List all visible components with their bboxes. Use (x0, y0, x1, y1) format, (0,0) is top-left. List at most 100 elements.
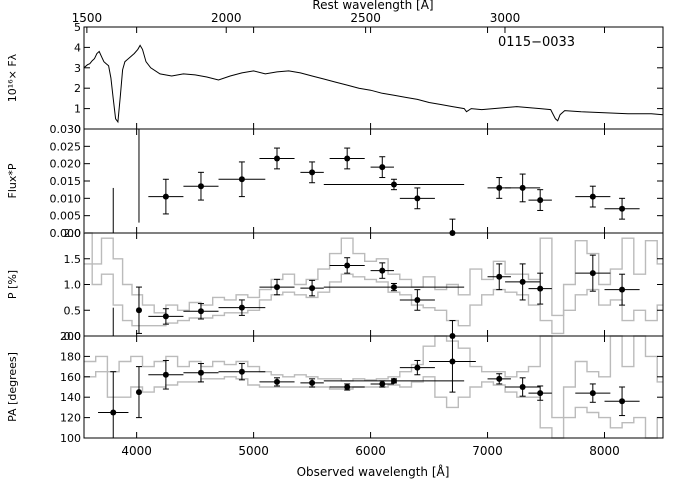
data-point (259, 377, 295, 387)
data-point (575, 383, 611, 403)
data-point (399, 187, 435, 210)
data-point (505, 377, 541, 397)
data-point (329, 147, 365, 170)
panel-frame (83, 128, 664, 234)
point-marker (309, 285, 316, 292)
point-marker (414, 364, 421, 371)
panel-pa: 100 120 140 160 180 200 PA [degrees] (6, 330, 664, 445)
point-marker (619, 286, 626, 293)
y-tick-label: 4 (74, 41, 81, 54)
point-marker (390, 181, 397, 188)
data-point (575, 254, 611, 292)
point-marker (197, 183, 204, 190)
point-marker (238, 176, 245, 183)
point-marker (309, 379, 316, 386)
data-point (323, 282, 465, 292)
y-tick-label: 200 (60, 330, 81, 343)
point-marker (135, 389, 142, 396)
point-marker (344, 384, 351, 390)
point-marker (390, 284, 397, 291)
point-marker (619, 205, 626, 212)
panel-frame (83, 335, 664, 439)
data-point (604, 386, 640, 417)
y-axis-title: Flux*P (6, 163, 19, 198)
x2-tick-label: 2000 (211, 11, 242, 25)
y-tick-label: 140 (60, 391, 81, 404)
point-marker (110, 409, 117, 416)
y-tick-label: 0.5 (64, 304, 82, 317)
point-marker (274, 284, 280, 291)
y-tick-label: 0.010 (50, 192, 82, 205)
point-marker (309, 169, 316, 176)
point-marker (274, 155, 280, 162)
data-point (218, 363, 266, 381)
point-marker (519, 184, 526, 191)
point-marker (589, 270, 596, 277)
grey-lower-envelope (84, 263, 663, 335)
data-point (604, 273, 640, 306)
y-tick-label: 0.005 (50, 210, 82, 223)
data-point (300, 161, 324, 184)
data-point (183, 303, 219, 320)
y-tick-label: 180 (60, 350, 81, 363)
panel-frame (83, 232, 664, 337)
panel-frame (83, 26, 664, 130)
y-tick-label: 0.000 (50, 227, 82, 240)
x2-tick-label: 3000 (490, 11, 521, 25)
point-marker (238, 304, 245, 311)
data-point (218, 299, 266, 316)
data-point (370, 380, 394, 388)
data-point (505, 173, 541, 203)
y-tick-label: 100 (60, 432, 81, 445)
data-point (148, 308, 184, 325)
point-marker (344, 262, 351, 269)
data-point (528, 189, 552, 211)
data-point (399, 359, 435, 376)
data-point (575, 185, 611, 208)
point-marker (197, 369, 204, 376)
data-point (135, 366, 142, 419)
point-marker (390, 377, 397, 384)
y-axis-title: 10¹⁶× Fλ (6, 53, 19, 102)
data-point (218, 161, 266, 198)
x-tick-label: 5000 (238, 444, 269, 458)
x-axis-title: Observed wavelength [Å] (297, 464, 450, 479)
point-marker (414, 195, 421, 202)
object-label: 0115−0033 (498, 35, 575, 50)
y-tick-label: 5 (74, 21, 81, 34)
data-point (505, 263, 541, 301)
data-point (528, 272, 552, 305)
data-point (399, 289, 435, 311)
point-marker (135, 307, 142, 314)
y-axis-title: PA [degrees] (6, 352, 19, 422)
point-marker (519, 278, 526, 285)
y-tick-label: 0.030 (50, 123, 82, 136)
point-marker (537, 390, 544, 397)
data-point (300, 279, 324, 297)
point-marker (162, 193, 169, 200)
data-point (98, 371, 129, 439)
point-marker (537, 285, 544, 292)
y-tick-label: 1.5 (64, 253, 82, 266)
point-marker (519, 384, 526, 390)
point-marker (449, 358, 456, 365)
x2-axis-title: Rest wavelength [Å] (312, 0, 433, 12)
y-tick-label: 1 (74, 103, 81, 116)
panel-fluxp: 0.000 0.005 0.010 0.015 0.020 0.025 0.030 Flux*… (6, 123, 664, 240)
data-point (604, 197, 640, 220)
point-marker (414, 296, 421, 303)
point-marker (496, 273, 503, 280)
y-tick-label: 2.0 (64, 227, 82, 240)
y-tick-label: 3 (74, 62, 81, 75)
flux-spectrum-line (83, 44, 664, 124)
data-point (528, 385, 552, 401)
y-tick-label: 1.0 (64, 279, 82, 292)
y-tick-label: 160 (60, 371, 81, 384)
y-tick-label: 0.025 (50, 140, 82, 153)
point-marker (344, 155, 351, 162)
data-point (148, 178, 184, 215)
grey-upper-envelope (84, 232, 663, 317)
point-marker (496, 375, 503, 382)
